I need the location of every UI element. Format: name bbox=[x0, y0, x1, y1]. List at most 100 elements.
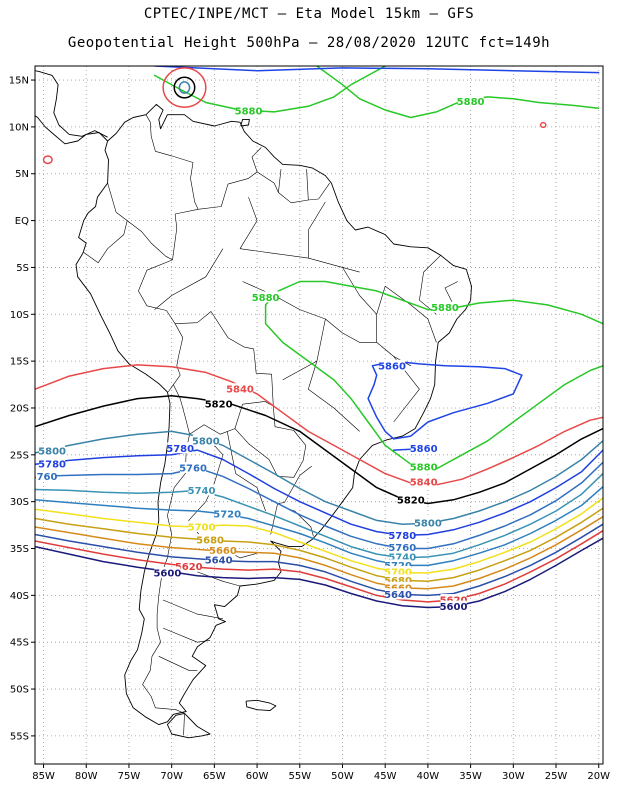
small-red-west-ring bbox=[42, 155, 53, 165]
contour-label-5820: 5820 bbox=[397, 495, 425, 506]
lat-tick-label: 45S bbox=[10, 638, 29, 649]
contour-label-5880: 5880 bbox=[235, 106, 263, 117]
contour-label-bg bbox=[389, 529, 416, 541]
contour-label-5680: 5680 bbox=[196, 536, 224, 547]
low-center-north-ring bbox=[162, 67, 207, 108]
lat-tick-label: EQ bbox=[15, 216, 29, 227]
contour-label-5700: 5700 bbox=[384, 567, 412, 578]
political-border bbox=[173, 311, 274, 435]
lat-tick-label: 25S bbox=[10, 450, 29, 461]
lon-tick-label: 50W bbox=[331, 771, 354, 782]
contour-label-5620: 5620 bbox=[175, 562, 203, 573]
political-border bbox=[308, 201, 326, 259]
lat-tick-label: 15N bbox=[9, 76, 29, 87]
political-border bbox=[162, 599, 223, 620]
contour-label-5780: 5780 bbox=[166, 444, 194, 455]
low-center-north-ring bbox=[173, 76, 196, 99]
contour-label-bg bbox=[180, 461, 207, 473]
contour-label-bg bbox=[205, 398, 232, 410]
contour-label-bg bbox=[379, 359, 406, 371]
lat-tick-label: 35S bbox=[10, 544, 29, 555]
contour-5840 bbox=[35, 364, 603, 486]
coastline-central-america bbox=[35, 103, 108, 145]
contour-label-5700: 5700 bbox=[188, 522, 216, 533]
political-border bbox=[142, 434, 190, 714]
lon-tick-label: 35W bbox=[459, 771, 482, 782]
coastline-falklands bbox=[245, 699, 277, 712]
contour-5700 bbox=[35, 497, 603, 574]
contour-label-bg bbox=[235, 104, 262, 116]
contour-label-bg bbox=[457, 95, 484, 107]
contour-label-5740: 5740 bbox=[188, 486, 216, 497]
contour-label-5840: 5840 bbox=[410, 477, 438, 488]
contour-label-bg bbox=[167, 442, 194, 454]
political-border bbox=[342, 267, 377, 315]
political-border bbox=[83, 220, 128, 264]
contour-label-5860: 5860 bbox=[410, 444, 438, 455]
contour-5880 bbox=[153, 66, 386, 113]
political-border bbox=[256, 171, 330, 204]
political-border bbox=[239, 248, 360, 273]
contour-5740 bbox=[35, 472, 603, 559]
political-border bbox=[282, 360, 318, 381]
political-border bbox=[145, 114, 199, 210]
contour-label-bg bbox=[440, 594, 467, 606]
political-border bbox=[273, 406, 307, 461]
lon-tick-label: 45W bbox=[374, 771, 397, 782]
contour-5660 bbox=[35, 515, 603, 590]
contour-label-5860: 5860 bbox=[378, 361, 406, 372]
political-border bbox=[183, 713, 185, 736]
contour-label-5840: 5840 bbox=[226, 385, 254, 396]
contour-label-5760: 5760 bbox=[388, 543, 416, 554]
political-border bbox=[306, 169, 309, 201]
contour-label-bg bbox=[252, 291, 279, 303]
contour-label-5600: 5600 bbox=[440, 602, 468, 613]
political-border bbox=[242, 281, 411, 367]
axis-tick-labels: 85W 80W 75W 70W 65W 60W 55W 50W 45W 40W 35W 30W 25W 2… bbox=[9, 76, 610, 782]
contour-label-5800: 5800 bbox=[192, 436, 220, 447]
political-border bbox=[154, 248, 224, 310]
contour-5640 bbox=[35, 523, 603, 597]
political-border bbox=[197, 571, 241, 587]
lat-tick-label: 40S bbox=[10, 591, 29, 602]
contour-label-bg bbox=[397, 493, 424, 505]
contour-label-5760: 5760 bbox=[30, 472, 58, 483]
contour-label-bg bbox=[410, 475, 437, 487]
contour-label-bg bbox=[188, 520, 215, 532]
lon-tick-label: 65W bbox=[203, 771, 226, 782]
political-border bbox=[198, 147, 262, 210]
map-frame bbox=[34, 65, 604, 765]
map-title-line1: CPTEC/INPE/MCT – Eta Model 15km – GFS bbox=[143, 6, 475, 22]
contour-label-5880: 5880 bbox=[431, 303, 459, 314]
lat-tick-label: 30S bbox=[10, 497, 29, 508]
contour-label-bg bbox=[226, 383, 253, 395]
contour-5620 bbox=[35, 529, 603, 603]
contour-label-bg bbox=[385, 581, 412, 593]
small-red-east-ring bbox=[539, 121, 547, 129]
lat-lon-grid bbox=[35, 66, 603, 764]
political-border bbox=[158, 656, 198, 671]
contour-label-5740: 5740 bbox=[388, 552, 416, 563]
lon-tick-label: 30W bbox=[502, 771, 525, 782]
political-border bbox=[308, 318, 360, 432]
contour-label-bg bbox=[440, 600, 467, 612]
contour-label-bg bbox=[414, 517, 441, 529]
contour-5780 bbox=[35, 449, 603, 537]
contour-label-bg bbox=[385, 588, 412, 600]
contour-label-bg bbox=[209, 544, 236, 556]
contour-label-5880: 5880 bbox=[252, 293, 280, 304]
contour-label-bg bbox=[389, 541, 416, 553]
political-border bbox=[162, 627, 211, 643]
contour-label-bg bbox=[39, 458, 66, 470]
contour-label-bg bbox=[431, 301, 458, 313]
lat-tick-label: 55S bbox=[10, 731, 29, 742]
lon-tick-label: 80W bbox=[75, 771, 98, 782]
contour-label-5760: 5760 bbox=[179, 463, 207, 474]
contour-5760 bbox=[35, 461, 603, 550]
contour-label-bg bbox=[410, 442, 437, 454]
lat-tick-label: 20S bbox=[10, 403, 29, 414]
contour-label-5660: 5660 bbox=[209, 546, 237, 557]
contour-labels: 5880 5880 5880 5880 5880 5860 5860 5840 5840 5820… bbox=[30, 95, 485, 613]
coastline-central-america-atlantic bbox=[35, 70, 108, 138]
